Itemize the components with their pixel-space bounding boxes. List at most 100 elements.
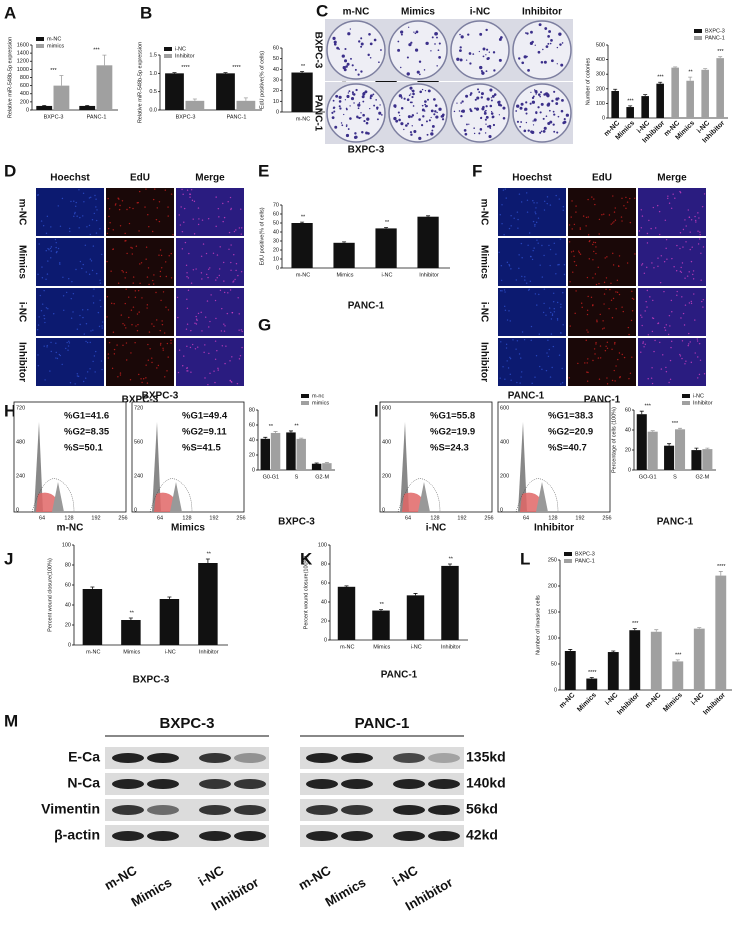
cell-dot — [138, 311, 140, 313]
colony — [378, 61, 380, 64]
colony — [331, 116, 335, 120]
cell-dot — [676, 290, 678, 293]
cell-dot — [92, 360, 94, 363]
colony — [409, 101, 412, 104]
significance: **** — [717, 564, 726, 570]
colony — [414, 32, 417, 35]
cell-dot — [165, 306, 167, 308]
colony — [361, 95, 365, 99]
blot-band — [147, 779, 179, 789]
cell-dot — [614, 219, 617, 221]
cell-dot — [679, 232, 682, 234]
cell-dot — [94, 194, 96, 197]
colony — [360, 70, 363, 73]
cell-dot — [212, 252, 215, 255]
cell-dot — [54, 238, 57, 241]
cell-dot — [657, 257, 659, 259]
cell-dot — [551, 313, 554, 315]
panel-label: M — [4, 711, 18, 730]
y-tick-label: 60 — [65, 582, 71, 588]
cell-dot — [132, 306, 135, 308]
colony — [531, 130, 535, 134]
x-tick-label: GO-G1 — [639, 474, 657, 480]
colony — [345, 107, 348, 110]
cell-dot — [68, 278, 70, 280]
colony — [434, 110, 437, 113]
colony — [436, 111, 438, 114]
error-bar — [59, 75, 64, 86]
significance: ** — [449, 556, 454, 562]
cell-dot — [235, 269, 237, 272]
cell-dot — [611, 379, 614, 382]
cell-dot — [186, 298, 188, 300]
cell-dot — [512, 339, 514, 341]
cell-dot — [178, 349, 181, 351]
column-label: i-NC — [470, 7, 491, 18]
error-bar — [378, 609, 383, 611]
colony — [356, 115, 359, 118]
colony — [485, 116, 489, 119]
cell-dot — [550, 318, 553, 320]
colony — [338, 100, 342, 103]
cell-dot — [109, 222, 111, 224]
colony — [430, 116, 432, 119]
colony — [561, 42, 564, 44]
cell-dot — [552, 301, 555, 303]
flow-x-tick: 128 — [430, 515, 439, 521]
cell-dot — [572, 271, 574, 273]
cell-dot — [651, 262, 653, 264]
blot-band — [393, 779, 425, 789]
bar — [333, 242, 355, 268]
cell-dot — [509, 357, 512, 360]
colony — [380, 49, 382, 51]
cell-dot — [629, 221, 632, 224]
colony — [525, 121, 528, 124]
colony — [424, 90, 427, 92]
cell-dot — [516, 340, 519, 342]
cell-dot — [37, 273, 39, 276]
colony — [521, 61, 525, 65]
cell-dot — [108, 341, 111, 344]
bar — [296, 438, 306, 470]
cell-dot — [698, 342, 701, 345]
cell-dot — [571, 228, 573, 230]
colony — [486, 48, 489, 51]
significance: **** — [181, 65, 190, 71]
cell-dot — [595, 341, 597, 344]
cell-dot — [55, 251, 58, 254]
colony — [473, 127, 475, 129]
cell-dot — [533, 247, 535, 249]
cell-dot — [642, 342, 644, 344]
cell-dot — [113, 348, 116, 351]
colony — [415, 30, 419, 34]
colony — [344, 99, 347, 101]
cell-dot — [57, 247, 60, 250]
y-tick-label: 600 — [20, 83, 29, 89]
colony — [530, 30, 533, 34]
plate — [512, 20, 572, 80]
cell-dot — [510, 379, 512, 382]
colony — [520, 121, 523, 123]
cell-dot — [161, 267, 163, 269]
colony — [565, 113, 569, 117]
y-tick-label: 0.0 — [149, 107, 157, 113]
cell-dot — [207, 383, 209, 386]
cell-dot — [72, 293, 75, 295]
cell-dot — [120, 314, 123, 316]
panel-label: I — [374, 401, 379, 420]
cell-dot — [582, 215, 585, 217]
y-tick-label: 60 — [273, 211, 279, 217]
cell-dot — [153, 325, 155, 328]
cell-dot — [557, 264, 559, 266]
cell-dot — [587, 234, 590, 236]
significance: ** — [130, 610, 135, 616]
cell-dot — [516, 381, 518, 384]
cell-dot — [37, 364, 40, 367]
cell-dot — [236, 382, 239, 385]
cell-dot — [617, 358, 619, 361]
colony — [332, 36, 336, 40]
protein-label: Vimentin — [41, 801, 100, 817]
cell-dot — [50, 226, 52, 228]
colony — [350, 57, 352, 60]
cell-dot — [679, 192, 682, 194]
